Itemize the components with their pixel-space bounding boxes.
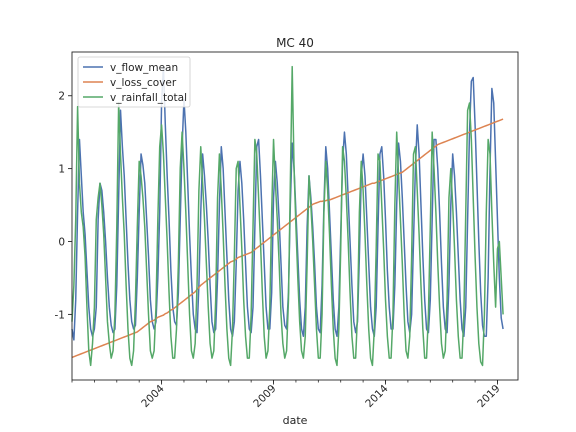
legend-label-v_loss_cover: v_loss_cover (110, 77, 177, 89)
chart-title: MC 40 (276, 36, 314, 50)
y-tick-label: 0 (58, 237, 65, 249)
y-tick-label: -1 (55, 309, 65, 321)
axes-frame (71, 51, 519, 381)
y-tick-label: 1 (58, 164, 65, 176)
series-line-v_rainfall_total (71, 65, 504, 367)
y-tick-label: 2 (58, 91, 65, 103)
legend-label-v_flow_mean: v_flow_mean (110, 62, 178, 74)
legend-label-v_rainfall_total: v_rainfall_total (110, 92, 187, 104)
y-axis: -1 0 1 2 (55, 91, 72, 321)
legend: v_flow_mean v_loss_cover v_rainfall_total (77, 56, 191, 108)
legend-box (77, 56, 191, 108)
x-axis-label: date (283, 414, 308, 427)
plot-lines (71, 65, 504, 367)
